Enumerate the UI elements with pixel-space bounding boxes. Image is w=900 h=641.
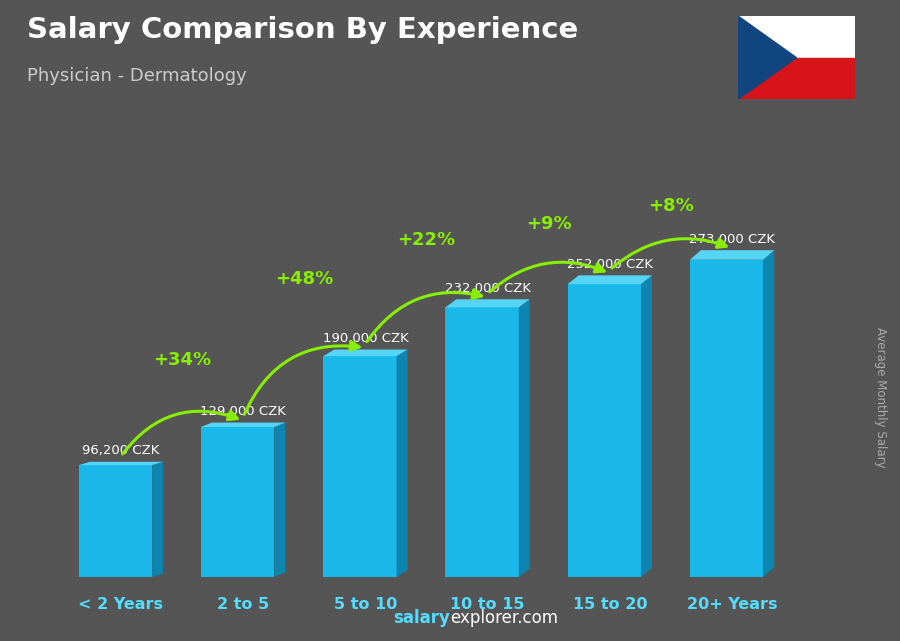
FancyArrowPatch shape: [122, 412, 238, 454]
Polygon shape: [690, 250, 774, 260]
Bar: [738, 58, 855, 99]
Bar: [201, 427, 274, 577]
Text: 129,000 CZK: 129,000 CZK: [200, 405, 286, 418]
Polygon shape: [152, 462, 163, 577]
FancyArrowPatch shape: [612, 238, 726, 268]
FancyArrowPatch shape: [367, 290, 482, 342]
Text: 20+ Years: 20+ Years: [687, 597, 778, 612]
Bar: [738, 16, 855, 58]
Polygon shape: [738, 16, 796, 99]
Polygon shape: [397, 349, 408, 577]
Text: +22%: +22%: [398, 231, 455, 249]
Bar: [79, 465, 152, 577]
Text: 232,000 CZK: 232,000 CZK: [445, 282, 531, 295]
Polygon shape: [641, 276, 652, 577]
Polygon shape: [323, 349, 408, 356]
Text: 15 to 20: 15 to 20: [572, 597, 647, 612]
Polygon shape: [79, 462, 163, 465]
Text: Average Monthly Salary: Average Monthly Salary: [874, 327, 886, 468]
Text: salary: salary: [393, 609, 450, 627]
Text: +8%: +8%: [648, 197, 694, 215]
FancyArrowPatch shape: [244, 342, 359, 415]
Text: 96,200 CZK: 96,200 CZK: [82, 444, 159, 457]
Text: 10 to 15: 10 to 15: [450, 597, 525, 612]
FancyArrowPatch shape: [490, 262, 604, 292]
Text: 252,000 CZK: 252,000 CZK: [567, 258, 652, 271]
Text: 273,000 CZK: 273,000 CZK: [689, 233, 775, 246]
Polygon shape: [763, 250, 774, 577]
Bar: [446, 308, 518, 577]
Text: +48%: +48%: [275, 271, 333, 288]
Text: Salary Comparison By Experience: Salary Comparison By Experience: [27, 16, 578, 44]
Polygon shape: [201, 422, 285, 427]
Text: explorer.com: explorer.com: [450, 609, 558, 627]
Polygon shape: [568, 276, 652, 284]
Text: < 2 Years: < 2 Years: [78, 597, 164, 612]
Polygon shape: [446, 299, 530, 308]
Text: 2 to 5: 2 to 5: [217, 597, 269, 612]
Text: 5 to 10: 5 to 10: [334, 597, 397, 612]
Bar: [568, 284, 641, 577]
Text: 190,000 CZK: 190,000 CZK: [322, 332, 409, 345]
Bar: [690, 260, 763, 577]
Text: +9%: +9%: [526, 215, 572, 233]
Polygon shape: [274, 422, 285, 577]
Bar: [323, 356, 397, 577]
Text: +34%: +34%: [153, 351, 211, 369]
Polygon shape: [518, 299, 530, 577]
Text: Physician - Dermatology: Physician - Dermatology: [27, 67, 247, 85]
